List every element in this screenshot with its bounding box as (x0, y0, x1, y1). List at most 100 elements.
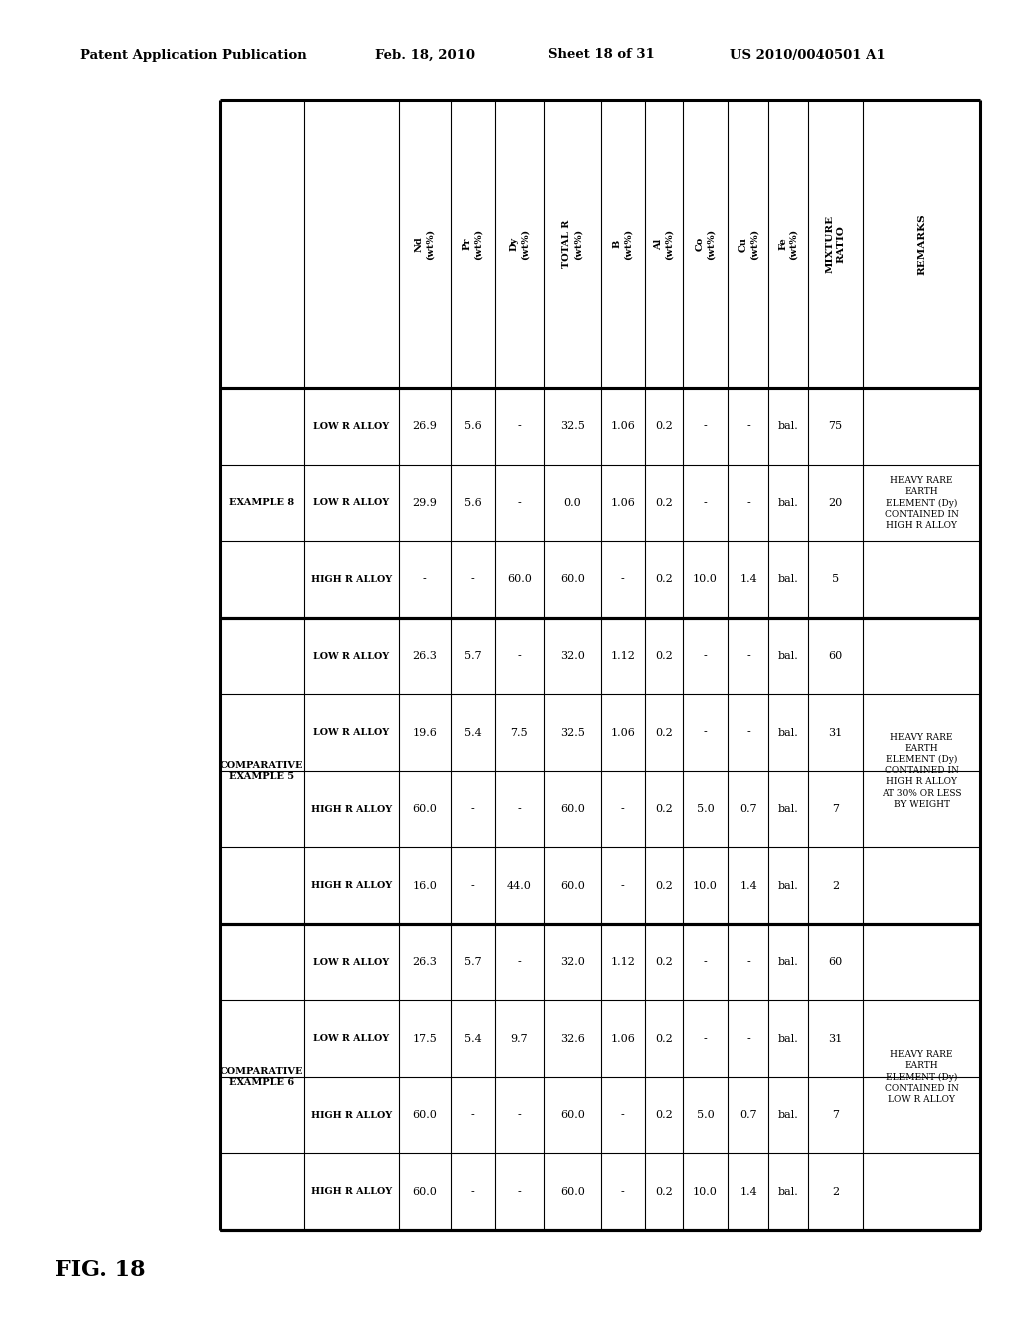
Text: bal.: bal. (777, 498, 799, 508)
Text: -: - (517, 1187, 521, 1197)
Text: 0.2: 0.2 (654, 1187, 673, 1197)
Text: LOW R ALLOY: LOW R ALLOY (313, 957, 389, 966)
Text: 60.0: 60.0 (413, 1110, 437, 1121)
Text: -: - (517, 421, 521, 432)
Text: 0.2: 0.2 (654, 574, 673, 585)
Text: 5.7: 5.7 (464, 651, 481, 661)
Text: 0.2: 0.2 (654, 651, 673, 661)
Text: -: - (517, 957, 521, 968)
Text: Cu
(wt%): Cu (wt%) (738, 228, 758, 260)
Text: bal.: bal. (777, 1110, 799, 1121)
Text: 60.0: 60.0 (507, 574, 531, 585)
Text: Co
(wt%): Co (wt%) (695, 228, 716, 260)
Text: -: - (621, 574, 625, 585)
Text: -: - (471, 574, 474, 585)
Text: 0.2: 0.2 (654, 957, 673, 968)
Text: -: - (703, 498, 708, 508)
Text: 1.06: 1.06 (610, 1034, 635, 1044)
Text: 19.6: 19.6 (413, 727, 437, 738)
Text: -: - (471, 880, 474, 891)
Text: -: - (621, 880, 625, 891)
Text: 60.0: 60.0 (560, 1187, 585, 1197)
Text: -: - (746, 957, 750, 968)
Text: 17.5: 17.5 (413, 1034, 437, 1044)
Text: -: - (517, 651, 521, 661)
Text: 1.4: 1.4 (739, 880, 757, 891)
Text: HEAVY RARE
EARTH
ELEMENT (Dy)
CONTAINED IN
HIGH R ALLOY
AT 30% OR LESS
BY WEIGHT: HEAVY RARE EARTH ELEMENT (Dy) CONTAINED … (882, 733, 962, 809)
Text: LOW R ALLOY: LOW R ALLOY (313, 1034, 389, 1043)
Text: 0.2: 0.2 (654, 727, 673, 738)
Text: 32.0: 32.0 (560, 957, 585, 968)
Text: 10.0: 10.0 (693, 1187, 718, 1197)
Text: 1.12: 1.12 (610, 651, 635, 661)
Text: 29.9: 29.9 (413, 498, 437, 508)
Text: 7.5: 7.5 (510, 727, 528, 738)
Text: 16.0: 16.0 (413, 880, 437, 891)
Text: 1.12: 1.12 (610, 957, 635, 968)
Text: bal.: bal. (777, 1034, 799, 1044)
Text: EXAMPLE 8: EXAMPLE 8 (229, 499, 294, 507)
Text: HIGH R ALLOY: HIGH R ALLOY (310, 1187, 391, 1196)
Text: -: - (471, 1187, 474, 1197)
Text: -: - (621, 804, 625, 814)
Text: -: - (746, 498, 750, 508)
Text: 60.0: 60.0 (413, 1187, 437, 1197)
Text: 1.4: 1.4 (739, 574, 757, 585)
Text: 10.0: 10.0 (693, 880, 718, 891)
Text: 1.06: 1.06 (610, 421, 635, 432)
Text: 0.0: 0.0 (563, 498, 582, 508)
Text: 10.0: 10.0 (693, 574, 718, 585)
Text: US 2010/0040501 A1: US 2010/0040501 A1 (730, 49, 886, 62)
Text: 60: 60 (828, 651, 843, 661)
Text: -: - (746, 1034, 750, 1044)
Text: bal.: bal. (777, 574, 799, 585)
Text: 32.5: 32.5 (560, 727, 585, 738)
Text: 2: 2 (833, 1187, 839, 1197)
Text: B
(wt%): B (wt%) (612, 228, 633, 260)
Text: bal.: bal. (777, 1187, 799, 1197)
Text: LOW R ALLOY: LOW R ALLOY (313, 499, 389, 507)
Text: 26.9: 26.9 (413, 421, 437, 432)
Text: bal.: bal. (777, 727, 799, 738)
Text: Feb. 18, 2010: Feb. 18, 2010 (375, 49, 475, 62)
Text: 0.2: 0.2 (654, 1110, 673, 1121)
Text: 0.2: 0.2 (654, 1034, 673, 1044)
Text: 60.0: 60.0 (413, 804, 437, 814)
Text: 1.4: 1.4 (739, 1187, 757, 1197)
Text: bal.: bal. (777, 880, 799, 891)
Text: HEAVY RARE
EARTH
ELEMENT (Dy)
CONTAINED IN
HIGH R ALLOY: HEAVY RARE EARTH ELEMENT (Dy) CONTAINED … (885, 477, 958, 529)
Text: 5.7: 5.7 (464, 957, 481, 968)
Text: -: - (703, 651, 708, 661)
Text: Pr
(wt%): Pr (wt%) (463, 228, 482, 260)
Text: 0.2: 0.2 (654, 880, 673, 891)
Text: HIGH R ALLOY: HIGH R ALLOY (310, 882, 391, 890)
Text: 2: 2 (833, 880, 839, 891)
Text: Dy
(wt%): Dy (wt%) (509, 228, 529, 260)
Text: LOW R ALLOY: LOW R ALLOY (313, 729, 389, 737)
Text: LOW R ALLOY: LOW R ALLOY (313, 422, 389, 430)
Text: HIGH R ALLOY: HIGH R ALLOY (310, 576, 391, 583)
Text: 1.06: 1.06 (610, 498, 635, 508)
Text: -: - (746, 651, 750, 661)
Text: MIXTURE
RATIO: MIXTURE RATIO (825, 215, 846, 273)
Text: 0.2: 0.2 (654, 421, 673, 432)
Text: -: - (746, 727, 750, 738)
Text: 20: 20 (828, 498, 843, 508)
Text: -: - (517, 498, 521, 508)
Text: 5.0: 5.0 (696, 804, 715, 814)
Text: 0.7: 0.7 (739, 1110, 757, 1121)
Text: 60.0: 60.0 (560, 804, 585, 814)
Text: FIG. 18: FIG. 18 (55, 1259, 145, 1280)
Text: 31: 31 (828, 1034, 843, 1044)
Text: bal.: bal. (777, 421, 799, 432)
Text: COMPARATIVE
EXAMPLE 6: COMPARATIVE EXAMPLE 6 (220, 1067, 303, 1086)
Text: -: - (621, 1110, 625, 1121)
Text: Fe
(wt%): Fe (wt%) (778, 228, 798, 260)
Text: Al
(wt%): Al (wt%) (653, 228, 674, 260)
Text: 1.06: 1.06 (610, 727, 635, 738)
Text: -: - (703, 1034, 708, 1044)
Text: -: - (703, 957, 708, 968)
Text: 5.4: 5.4 (464, 1034, 481, 1044)
Text: 32.6: 32.6 (560, 1034, 585, 1044)
Text: 32.0: 32.0 (560, 651, 585, 661)
